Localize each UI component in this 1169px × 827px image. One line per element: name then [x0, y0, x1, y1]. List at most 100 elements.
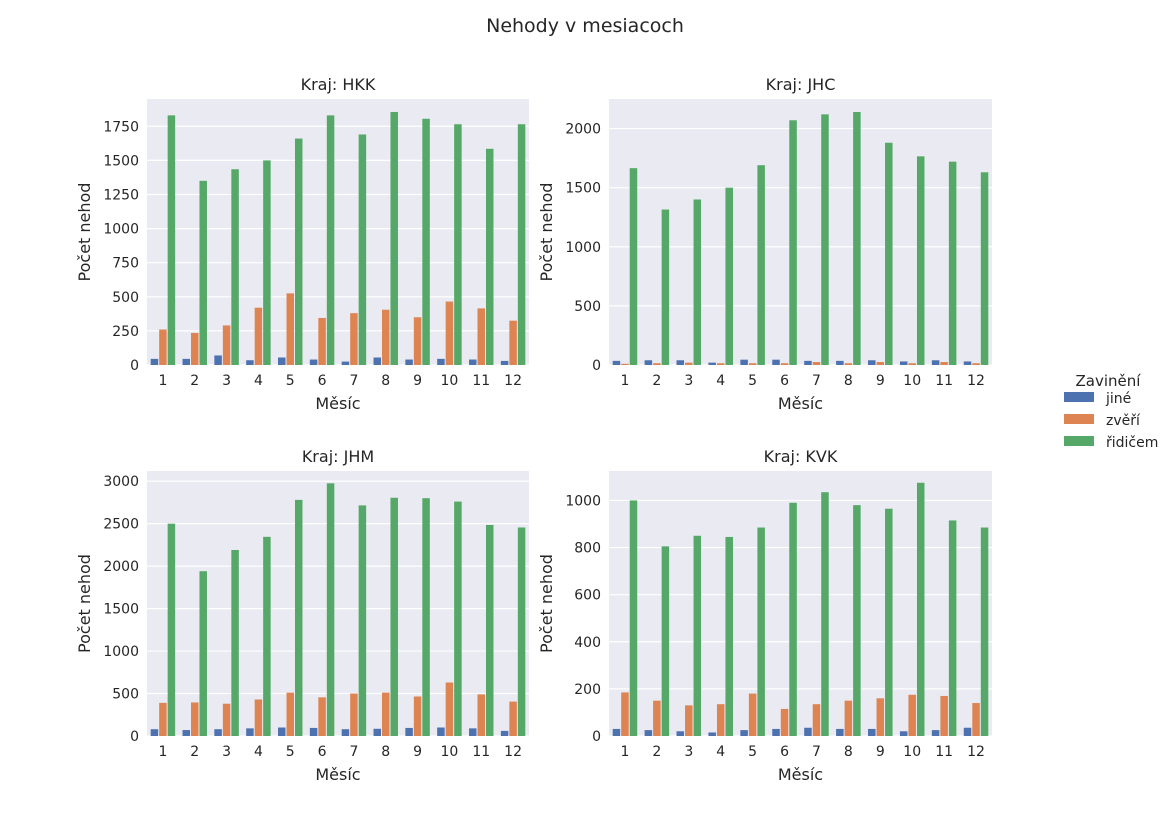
x-tick-label: 10	[441, 744, 459, 760]
bar-řidičem-5	[757, 165, 765, 365]
bar-jiné-5	[278, 357, 286, 365]
figure-title: Nehody v mesiacoch	[486, 15, 684, 37]
bar-řidičem-1	[167, 115, 176, 365]
bar-jiné-6	[309, 359, 318, 365]
bar-zvěří-12	[972, 703, 980, 736]
bar-zvěří-1	[159, 702, 167, 736]
bar-jiné-10	[899, 361, 908, 365]
x-tick-label: 6	[318, 373, 327, 389]
bar-zvěří-6	[318, 697, 326, 736]
bar-jiné-8	[836, 728, 844, 736]
bar-jiné-7	[341, 729, 350, 736]
bar-jiné-12	[500, 730, 509, 736]
bar-zvěří-12	[509, 320, 517, 365]
plot-background	[147, 99, 529, 365]
bar-zvěří-9	[413, 317, 422, 365]
x-tick-label: 9	[413, 373, 422, 389]
bar-zvěří-11	[477, 694, 485, 736]
legend-items: jiné zvěří řidičem	[1064, 391, 1158, 451]
bar-řidičem-7	[821, 114, 829, 365]
bar-řidičem-6	[326, 115, 335, 365]
x-tick-label: 2	[652, 373, 661, 389]
legend-item-zvěří: zvěří	[1064, 413, 1141, 429]
x-tick-label: 12	[967, 373, 985, 389]
x-axis-label: Měsíc	[778, 394, 823, 413]
x-tick-label: 12	[504, 744, 522, 760]
bar-řidičem-10	[916, 482, 925, 736]
x-tick-label: 8	[381, 744, 390, 760]
bar-jiné-8	[373, 357, 382, 365]
x-tick-label: 8	[844, 744, 853, 760]
bar-řidičem-9	[885, 508, 893, 736]
bar-řidičem-2	[661, 209, 670, 365]
bar-řidičem-11	[948, 520, 957, 736]
bar-řidičem-7	[821, 492, 829, 736]
bar-jiné-2	[182, 730, 191, 736]
bar-jiné-12	[963, 361, 972, 365]
bar-řidičem-3	[231, 549, 239, 736]
bar-zvěří-5	[748, 363, 757, 365]
bar-jiné-7	[341, 361, 350, 365]
x-tick-label: 6	[318, 744, 327, 760]
bar-jiné-2	[644, 360, 653, 365]
bar-jiné-6	[772, 359, 780, 365]
bar-jiné-3	[214, 729, 222, 736]
x-axis-label: Měsíc	[778, 765, 823, 784]
x-tick-label: 3	[222, 744, 231, 760]
bar-zvěří-2	[191, 332, 199, 365]
panel-title: Kraj: KVK	[764, 447, 838, 466]
bar-řidičem-6	[326, 483, 335, 736]
y-tick-label: 3000	[103, 474, 139, 490]
y-tick-label: 2000	[103, 559, 139, 575]
bar-řidičem-8	[853, 112, 861, 365]
bar-zvěří-8	[382, 692, 390, 736]
x-tick-label: 4	[254, 744, 263, 760]
bar-řidičem-8	[390, 111, 398, 365]
bar-zvěří-3	[685, 705, 693, 736]
x-tick-label: 12	[504, 373, 522, 389]
bar-řidičem-11	[485, 148, 494, 365]
y-tick-label: 500	[574, 299, 601, 315]
x-axis-label: Měsíc	[315, 765, 360, 784]
legend-swatch	[1064, 436, 1094, 446]
x-tick-label: 11	[935, 744, 953, 760]
bar-zvěří-3	[222, 325, 231, 365]
legend-title: Zavinění	[1076, 372, 1142, 390]
x-tick-label: 1	[158, 744, 167, 760]
x-tick-label: 11	[472, 744, 490, 760]
bar-jiné-8	[373, 728, 382, 736]
bar-řidičem-8	[853, 505, 861, 736]
bar-zvěří-6	[318, 317, 326, 365]
y-tick-label: 1500	[103, 153, 139, 169]
bar-řidičem-3	[693, 535, 702, 736]
x-tick-label: 1	[620, 744, 629, 760]
bar-zvěří-7	[812, 362, 821, 365]
y-tick-label: 1000	[103, 644, 139, 660]
bar-řidičem-11	[485, 524, 494, 736]
y-tick-label: 1000	[103, 222, 139, 238]
x-tick-label: 6	[780, 373, 789, 389]
x-tick-label: 4	[716, 744, 725, 760]
bar-řidičem-11	[948, 161, 957, 365]
y-tick-label: 2500	[103, 517, 139, 533]
bar-zvěří-7	[350, 693, 358, 736]
bar-jiné-12	[500, 360, 509, 365]
bar-řidičem-2	[199, 180, 207, 365]
bar-zvěří-1	[621, 363, 629, 365]
y-tick-label: 2000	[565, 122, 601, 138]
x-tick-label: 11	[935, 373, 953, 389]
bar-zvěří-8	[844, 363, 853, 365]
bar-řidičem-1	[629, 500, 638, 736]
x-tick-label: 3	[684, 373, 693, 389]
bar-řidičem-4	[263, 536, 271, 736]
bar-řidičem-7	[358, 505, 367, 736]
bar-jiné-11	[931, 730, 940, 736]
bar-řidičem-4	[263, 160, 271, 365]
bar-jiné-3	[676, 731, 685, 736]
bar-zvěří-3	[222, 703, 231, 736]
x-tick-label: 7	[812, 744, 821, 760]
y-tick-label: 750	[112, 256, 139, 272]
